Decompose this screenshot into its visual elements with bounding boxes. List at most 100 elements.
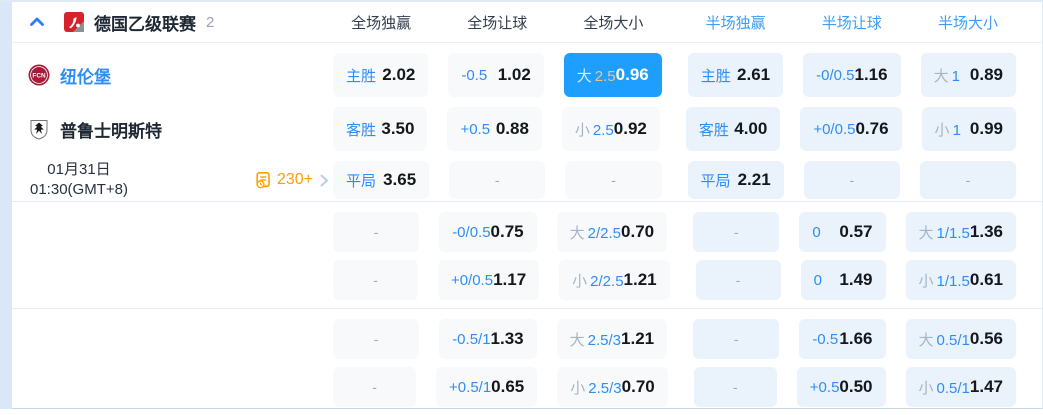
odds-cell[interactable]: 0 1.49: [800, 260, 886, 300]
odds-label-value: 1: [952, 121, 961, 139]
league-match-count: 2: [206, 13, 215, 31]
odds-cell[interactable]: 客胜 4.00: [685, 107, 781, 151]
home-team-row[interactable]: FCN 纽伦堡: [28, 51, 333, 99]
odds-cell[interactable]: 小 2.5 0.92: [561, 107, 660, 151]
odds-cell[interactable]: +0.5 0.88: [447, 107, 542, 151]
odds-value: 3.65: [383, 170, 417, 189]
odds-cell-empty: -: [333, 260, 418, 300]
odds-cell[interactable]: 小 1/1.5 0.61: [905, 260, 1016, 300]
odds-label-value: 0: [812, 223, 821, 241]
odds-value: 0.57: [839, 222, 873, 241]
away-team-row[interactable]: 普鲁士明斯特: [28, 105, 333, 153]
more-markets-badge[interactable]: 230+: [254, 171, 329, 189]
empty-left-panel: [12, 212, 333, 308]
away-team-logo-icon: [30, 120, 48, 140]
odds-cell[interactable]: 大 0.5/1 0.56: [905, 319, 1016, 359]
odds-label-value: 平局: [700, 172, 731, 190]
odds-label: 主胜: [346, 65, 376, 86]
odds-cell[interactable]: 小 1 0.99: [921, 107, 1016, 151]
svg-text:FCN: FCN: [32, 73, 46, 80]
odds-value: 0.56: [969, 329, 1003, 348]
odds-label-value: +0.5: [809, 378, 840, 396]
odds-label-value: 2.5/3: [588, 379, 622, 397]
odds-label: -0.5/1: [452, 331, 490, 348]
odds-value: 0.70: [621, 222, 655, 241]
odds-value: 0.99: [969, 119, 1003, 138]
odds-cell[interactable]: 小 0.5/1 1.47: [905, 367, 1016, 407]
odds-cell[interactable]: 0 0.57: [799, 212, 886, 252]
odds-value: 0.92: [613, 119, 647, 138]
odds-label-value: 主胜: [346, 67, 377, 85]
odds-value: 0.65: [491, 377, 525, 396]
odds-label-prefix: 大: [918, 331, 934, 349]
odds-value: 0.70: [621, 377, 655, 396]
odds-area-main: 主胜 2.02 -0.5 1.02 大 2.5 0.96 主胜 2.61 -0/0.5 1.16 大 1…: [333, 51, 1042, 201]
odds-value: 1.36: [969, 222, 1003, 241]
odds-cell[interactable]: 大 2.5/3 1.21: [556, 319, 668, 359]
column-header: 半场让球: [821, 14, 882, 32]
odds-cell[interactable]: 大 2/2.5 0.70: [556, 212, 668, 252]
odds-label-prefix: 小: [572, 272, 588, 290]
no-odds-dash: -: [611, 172, 616, 188]
collapse-button[interactable]: [28, 13, 46, 31]
odds-row: - +0.5/1 0.65 小 2.5/3 0.70- +0.5 0.50 小 0.5/1 1.47: [333, 367, 1016, 407]
column-header: 半场大小: [937, 14, 998, 32]
odds-cell[interactable]: 平局 3.65: [333, 161, 430, 199]
odds-label-value: 2.5/3: [587, 331, 622, 349]
odds-cell-empty: -: [449, 161, 546, 199]
odds-cell[interactable]: +0.5 0.50: [796, 367, 886, 407]
odds-cell-empty: -: [565, 161, 662, 199]
odds-value: 1.47: [969, 377, 1003, 396]
odds-value: 1.02: [497, 65, 531, 84]
match-datetime: 01月31日 01:30(GMT+8): [30, 160, 128, 200]
odds-label-prefix: 大: [569, 331, 585, 349]
markets-count[interactable]: 230+: [276, 171, 313, 188]
odds-cell[interactable]: 主胜 2.02: [333, 53, 429, 97]
odds-cell[interactable]: 客胜 3.50: [333, 107, 428, 151]
odds-label: -0/0.5: [452, 224, 490, 241]
odds-label: 小 0.5/1: [919, 377, 970, 398]
odds-label-value: -0.5/1: [452, 330, 491, 348]
odds-label-value: 0.5/1: [936, 331, 970, 349]
odds-row: - -0.5/1 1.33 大 2.5/3 1.21- -0.5 1.66 大 0.5/1 0.56: [333, 319, 1016, 359]
odds-cell[interactable]: 主胜 2.61: [687, 53, 784, 97]
odds-cell-selected[interactable]: 大 2.5 0.96: [563, 53, 662, 97]
odds-cell[interactable]: -0/0.5 1.16: [803, 53, 901, 97]
match-date: 01月31日: [47, 161, 111, 178]
odds-label-value: 2.5: [594, 67, 616, 85]
odds-cell[interactable]: 大 1/1.5 1.36: [905, 212, 1016, 252]
odds-cell[interactable]: 小 2.5/3 0.70: [557, 367, 668, 407]
odds-cell[interactable]: +0/0.5 1.17: [437, 260, 540, 300]
column-header: 全场大小: [583, 14, 644, 32]
odds-label-value: -0.5: [812, 330, 839, 348]
odds-cell-empty: -: [695, 260, 781, 300]
odds-row: - +0/0.5 1.17 小 2/2.5 1.21-0 1.49 小 1/1.5 0.61: [333, 260, 1016, 300]
odds-cell[interactable]: +0/0.5 0.76: [800, 107, 902, 151]
home-team-name[interactable]: 纽伦堡: [60, 67, 111, 87]
odds-cell[interactable]: -0.5/1 1.33: [439, 319, 537, 359]
chevron-right-icon[interactable]: [320, 174, 329, 187]
league-header-left: 德国乙级联赛 2: [12, 10, 333, 35]
odds-label: 小 2/2.5: [572, 270, 623, 291]
away-team-name[interactable]: 普鲁士明斯特: [60, 121, 162, 141]
column-header: 全场让球: [467, 14, 528, 32]
odds-cell[interactable]: -0.5 1.66: [799, 319, 886, 359]
odds-area-alt-1: - -0/0.5 0.75 大 2/2.5 0.70-0 0.57 大 1/1.5 1.36- +0…: [333, 212, 1042, 308]
match-info-panel: FCN 纽伦堡 普鲁士明斯特 01月31日 01:30(GMT+8): [12, 51, 333, 201]
odds-cell[interactable]: 平局 2.21: [687, 161, 784, 199]
league-name[interactable]: 德国乙级联赛: [94, 14, 196, 34]
odds-cell[interactable]: 小 2/2.5 1.21: [559, 260, 670, 300]
odds-label: 0: [812, 224, 820, 241]
odds-label-value: 1: [951, 67, 960, 85]
odds-cell[interactable]: -0/0.5 0.75: [439, 212, 537, 252]
odds-cell[interactable]: +0.5/1 0.65: [436, 367, 538, 407]
odds-label: -0.5: [461, 67, 487, 84]
odds-value: 4.00: [734, 119, 768, 138]
alt-lines-section-2: - -0.5/1 1.33 大 2.5/3 1.21- -0.5 1.66 大 0.5/1 0.56…: [12, 309, 1042, 408]
odds-cell[interactable]: -0.5 1.02: [448, 53, 544, 97]
odds-label: 小 1/1.5: [919, 270, 970, 291]
odds-value: 0.61: [969, 270, 1003, 289]
odds-cell[interactable]: 大 1 0.89: [920, 53, 1016, 97]
